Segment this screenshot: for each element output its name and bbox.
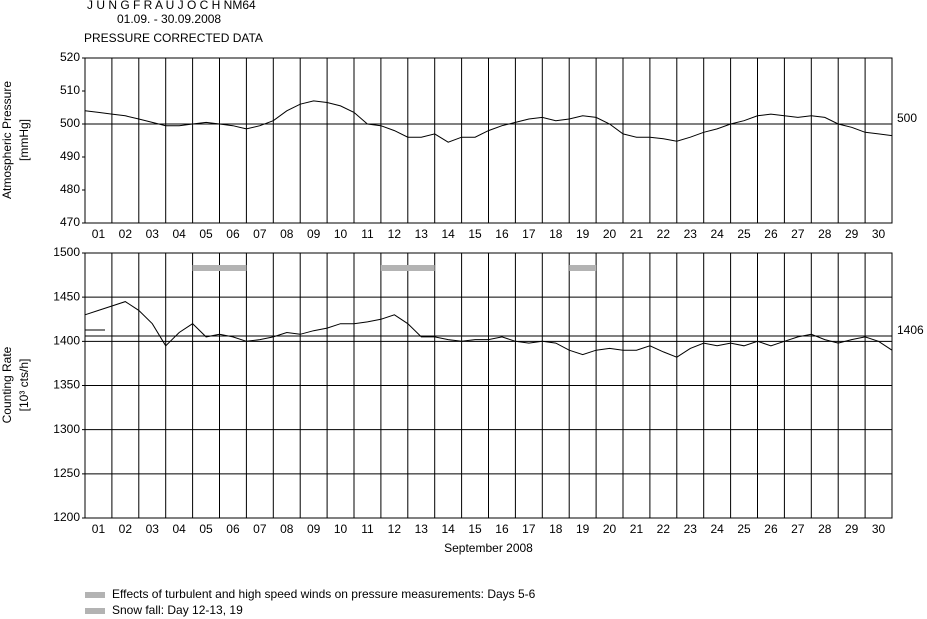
x-tick-label: 07 bbox=[253, 227, 267, 241]
x-tick-label: 26 bbox=[764, 227, 778, 241]
x-tick-label: 28 bbox=[818, 522, 832, 536]
y-tick-label: 1500 bbox=[53, 245, 80, 259]
event-band bbox=[380, 265, 435, 271]
x-tick-label: 21 bbox=[630, 227, 644, 241]
x-tick-label: 16 bbox=[495, 227, 509, 241]
x-tick-label: 05 bbox=[199, 227, 213, 241]
y-tick-label: 470 bbox=[60, 215, 80, 229]
x-tick-label: 06 bbox=[226, 522, 240, 536]
x-tick-label: 12 bbox=[388, 522, 402, 536]
x-tick-label: 02 bbox=[119, 227, 133, 241]
x-tick-label: 22 bbox=[657, 227, 671, 241]
x-tick-label: 17 bbox=[522, 227, 536, 241]
x-tick-label: 24 bbox=[710, 522, 724, 536]
x-tick-label: 24 bbox=[710, 227, 724, 241]
x-tick-label: 15 bbox=[468, 227, 482, 241]
x-tick-label: 20 bbox=[603, 227, 617, 241]
x-tick-label: 03 bbox=[146, 227, 160, 241]
x-tick-label: 27 bbox=[791, 522, 805, 536]
x-tick-label: 23 bbox=[684, 522, 698, 536]
legend-label: Snow fall: Day 12-13, 19 bbox=[112, 603, 243, 617]
x-tick-label: 30 bbox=[872, 227, 886, 241]
legend-swatch bbox=[85, 592, 105, 598]
data-line bbox=[84, 100, 893, 143]
x-tick-label: 07 bbox=[253, 522, 267, 536]
x-tick-label: 22 bbox=[657, 522, 671, 536]
reference-label: 1406 bbox=[897, 323, 924, 337]
x-tick-label: 28 bbox=[818, 227, 832, 241]
y-tick-label: 1450 bbox=[53, 289, 80, 303]
x-tick-label: 23 bbox=[684, 227, 698, 241]
x-tick-label: 27 bbox=[791, 227, 805, 241]
y-axis-label: Counting Rate bbox=[0, 346, 14, 423]
y-tick-label: 500 bbox=[60, 116, 80, 130]
y-axis-label: Atmospheric Pressure bbox=[0, 81, 14, 199]
y-tick-label: 1350 bbox=[53, 378, 80, 392]
x-tick-label: 02 bbox=[119, 522, 133, 536]
y-tick-label: 1300 bbox=[53, 422, 80, 436]
x-tick-label: 19 bbox=[576, 522, 590, 536]
x-tick-label: 15 bbox=[468, 522, 482, 536]
x-tick-label: 04 bbox=[172, 522, 186, 536]
x-tick-label: 30 bbox=[872, 522, 886, 536]
y-tick-label: 480 bbox=[60, 182, 80, 196]
x-tick-label: 18 bbox=[549, 227, 563, 241]
reference-label: 500 bbox=[897, 111, 917, 125]
x-tick-label: 06 bbox=[226, 227, 240, 241]
y-tick-label: 520 bbox=[60, 50, 80, 64]
x-tick-label: 13 bbox=[415, 227, 429, 241]
x-tick-label: 14 bbox=[441, 522, 455, 536]
data-line bbox=[84, 301, 893, 358]
x-tick-label: 26 bbox=[764, 522, 778, 536]
event-band bbox=[192, 265, 247, 271]
x-tick-label: 14 bbox=[441, 227, 455, 241]
y-tick-label: 490 bbox=[60, 149, 80, 163]
x-tick-label: 18 bbox=[549, 522, 563, 536]
x-tick-label: 11 bbox=[361, 227, 374, 241]
legend-swatch bbox=[85, 608, 105, 614]
x-tick-label: 29 bbox=[845, 522, 859, 536]
chart-note: PRESSURE CORRECTED DATA bbox=[84, 31, 263, 45]
x-tick-label: 09 bbox=[307, 227, 321, 241]
x-tick-label: 04 bbox=[172, 227, 186, 241]
y-tick-label: 1200 bbox=[53, 510, 80, 524]
x-tick-label: 10 bbox=[334, 227, 348, 241]
x-tick-label: 29 bbox=[845, 227, 859, 241]
x-tick-label: 03 bbox=[146, 522, 160, 536]
y-tick-label: 1400 bbox=[53, 334, 80, 348]
y-axis-label: [10³ cts/h] bbox=[17, 359, 31, 412]
x-tick-label: 19 bbox=[576, 227, 590, 241]
x-tick-label: 20 bbox=[603, 522, 617, 536]
x-tick-label: 05 bbox=[199, 522, 213, 536]
x-tick-label: 25 bbox=[737, 227, 751, 241]
x-tick-label: 10 bbox=[334, 522, 348, 536]
x-tick-label: 01 bbox=[92, 227, 106, 241]
x-tick-label: 21 bbox=[630, 522, 644, 536]
x-tick-label: 08 bbox=[280, 522, 294, 536]
x-tick-label: 17 bbox=[522, 522, 536, 536]
x-tick-label: 13 bbox=[415, 522, 429, 536]
y-tick-label: 1250 bbox=[53, 466, 80, 480]
legend-label: Effects of turbulent and high speed wind… bbox=[112, 587, 536, 601]
chart-subtitle: 01.09. - 30.09.2008 bbox=[117, 12, 221, 26]
chart-title: J U N G F R A U J O C H NM64 bbox=[87, 0, 256, 12]
x-axis-label: September 2008 bbox=[444, 541, 533, 555]
x-tick-label: 25 bbox=[737, 522, 751, 536]
y-axis-label: [mmHg] bbox=[17, 119, 31, 161]
y-tick-label: 510 bbox=[60, 83, 80, 97]
event-band bbox=[569, 265, 597, 271]
x-tick-label: 12 bbox=[388, 227, 402, 241]
x-tick-label: 01 bbox=[92, 522, 106, 536]
x-tick-label: 11 bbox=[361, 522, 374, 536]
x-tick-label: 16 bbox=[495, 522, 509, 536]
x-tick-label: 09 bbox=[307, 522, 321, 536]
x-tick-label: 08 bbox=[280, 227, 294, 241]
